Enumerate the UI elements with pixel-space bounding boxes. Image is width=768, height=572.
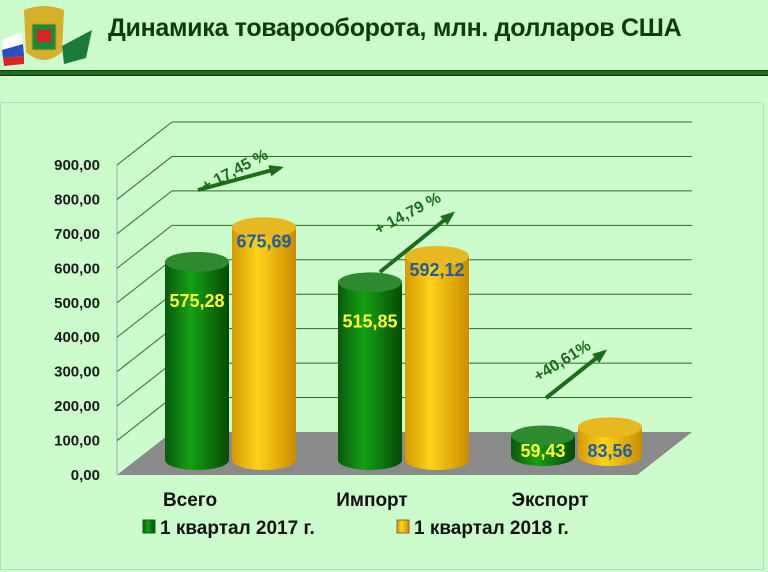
bar-top bbox=[232, 217, 296, 238]
bar-body bbox=[232, 227, 296, 470]
y-tick-label: 800,00 bbox=[54, 191, 100, 208]
legend-swatch-2018 bbox=[396, 519, 410, 534]
bar-body bbox=[165, 261, 229, 470]
y-tick-label: 400,00 bbox=[54, 329, 100, 346]
bar-0-2: 59,43 bbox=[511, 425, 575, 466]
legend-swatch-2017 bbox=[142, 519, 156, 534]
bar-top bbox=[405, 246, 469, 267]
data-label: 592,12 bbox=[409, 260, 464, 280]
y-tick-label: 600,00 bbox=[54, 260, 100, 277]
bar-top bbox=[511, 425, 575, 446]
y-tick-label: 700,00 bbox=[54, 226, 100, 243]
title-divider bbox=[0, 70, 768, 76]
data-label: 59,43 bbox=[520, 441, 565, 461]
gridline-diagonal bbox=[116, 259, 173, 304]
y-tick-label: 200,00 bbox=[54, 398, 100, 415]
annotation-export: +40,61% bbox=[531, 337, 594, 385]
gridline-diagonal bbox=[116, 293, 173, 338]
logo-emblem bbox=[2, 2, 94, 68]
data-label: 83,56 bbox=[587, 441, 632, 461]
bar-body bbox=[405, 256, 469, 470]
y-tick-label: 500,00 bbox=[54, 295, 100, 312]
y-tick-label: 300,00 bbox=[54, 364, 100, 381]
bar-0-0: 575,28 bbox=[165, 251, 229, 470]
bar-0-1: 515,85 bbox=[338, 272, 402, 470]
gridline-diagonal bbox=[116, 397, 173, 441]
gridline-diagonal bbox=[116, 121, 173, 166]
gridline-diagonal bbox=[116, 328, 173, 373]
gridline-diagonal bbox=[116, 224, 173, 269]
y-tick-label: 100,00 bbox=[54, 433, 100, 450]
category-label: Импорт bbox=[336, 490, 407, 511]
category-label: Всего bbox=[163, 490, 217, 511]
growth-arrow-icon bbox=[544, 349, 608, 400]
data-label: 675,69 bbox=[236, 231, 291, 251]
bar-top bbox=[165, 251, 229, 272]
annotation-total: + 17,45 % bbox=[199, 146, 271, 195]
growth-arrow-icon bbox=[197, 165, 284, 192]
gridline-diagonal bbox=[116, 190, 173, 235]
bar-1-0: 675,69 bbox=[232, 217, 296, 470]
legend-label-2017: 1 квартал 2017 г. bbox=[160, 518, 315, 539]
emblem-icon bbox=[2, 6, 92, 66]
bar-top bbox=[338, 272, 402, 293]
y-tick-label: 0,00 bbox=[71, 467, 100, 484]
gridline-diagonal bbox=[116, 156, 173, 200]
growth-arrow-icon bbox=[378, 211, 456, 274]
chart-frame bbox=[0, 102, 764, 570]
bar-body bbox=[338, 282, 402, 470]
legend-label-2018: 1 квартал 2018 г. bbox=[414, 518, 569, 539]
category-label: Экспорт bbox=[511, 490, 588, 511]
data-label: 575,28 bbox=[169, 291, 224, 311]
page-title: Динамика товарооборота, млн. долларов СШ… bbox=[108, 14, 682, 42]
bar-top bbox=[578, 417, 642, 438]
bar-1-1: 592,12 bbox=[405, 246, 469, 470]
bar-1-2: 83,56 bbox=[578, 417, 642, 466]
bar-body bbox=[578, 427, 642, 466]
y-tick-label: 900,00 bbox=[54, 157, 100, 174]
gridline-diagonal bbox=[116, 362, 173, 407]
data-label: 515,85 bbox=[342, 311, 397, 331]
